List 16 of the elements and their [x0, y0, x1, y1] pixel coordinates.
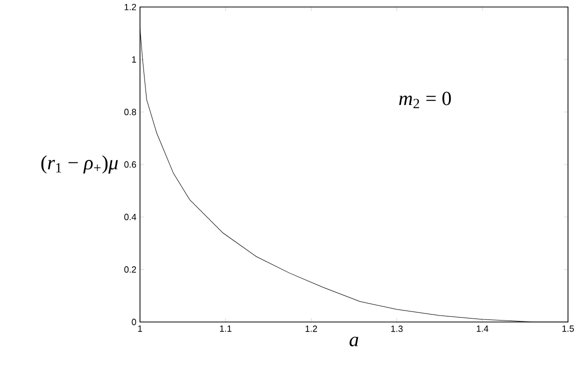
- y-axis-title: (r$_{1}$ − ρ$_{+}$)μ: [41, 155, 118, 174]
- x-tick-label: 1.2: [306, 326, 317, 332]
- y-tick-label: 0.6: [124, 161, 136, 168]
- x-tick-label: 1.4: [476, 326, 488, 332]
- x-tick-label: 1: [138, 326, 142, 332]
- y-tick-label: 0: [132, 318, 136, 326]
- y-tick-label: 1.2: [124, 4, 136, 10]
- y-tick-label: 0.2: [124, 266, 136, 273]
- annotation: m$_{2}$ = 0: [399, 92, 451, 108]
- x-tick-label: 1.3: [391, 326, 403, 332]
- y-tick-label: 0.4: [124, 214, 136, 220]
- x-tick-label: 1.1: [220, 326, 232, 332]
- y-tick-label: 1: [132, 56, 136, 63]
- x-axis-title: a: [350, 336, 358, 346]
- x-tick-label: 1.5: [562, 326, 574, 332]
- y-tick-label: 0.8: [124, 108, 136, 116]
